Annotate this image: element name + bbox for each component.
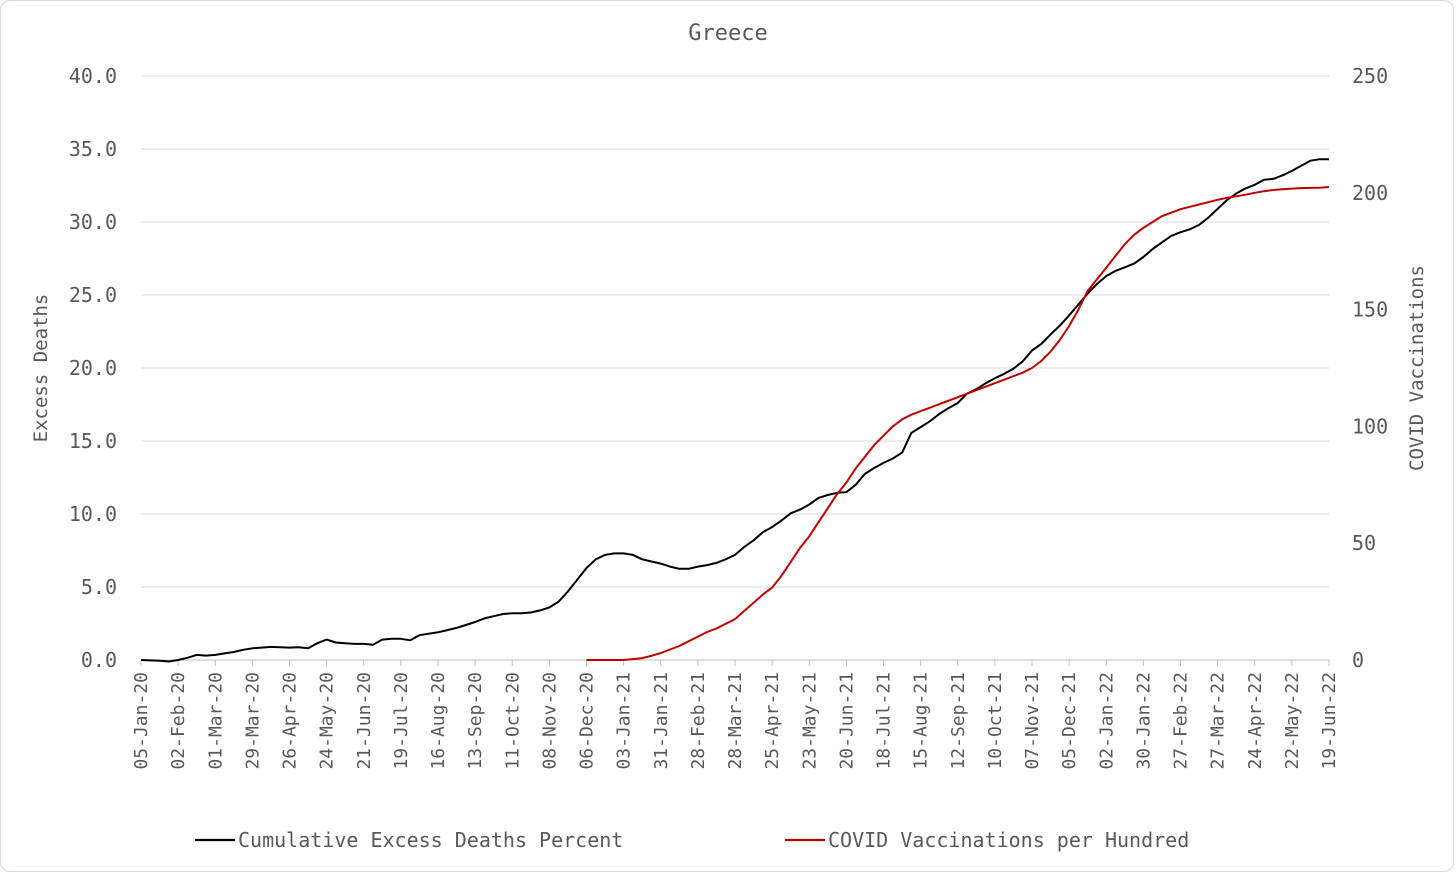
x-tick-label: 18-Jul-21 [874,672,895,770]
y-left-tick-label: 10.0 [69,502,117,526]
series-lines [140,158,1330,663]
x-tick-label: 28-Feb-21 [688,672,709,770]
y-left-tick-label: 40.0 [69,64,117,88]
x-tick-label: 02-Feb-20 [168,672,189,770]
x-tick-label: 19-Jun-22 [1319,672,1340,770]
gridlines [141,75,1329,588]
x-tick-label: 26-Apr-20 [280,672,301,770]
legend: Cumulative Excess Deaths Percent COVID V… [195,828,1189,852]
chart-title: Greece [688,21,767,46]
x-tick-label: 27-Feb-22 [1171,672,1192,770]
x-tick-label: 27-Mar-22 [1208,672,1229,770]
x-tick-label: 05-Dec-21 [1059,672,1080,770]
x-tick-label: 01-Mar-20 [205,672,226,770]
x-tick-label: 19-Jul-20 [391,672,412,770]
x-tick-label: 12-Sep-21 [948,672,969,770]
x-tick-label: 13-Sep-20 [465,672,486,770]
y-axis-right-title: COVID Vaccinations [1406,265,1428,471]
legend-label-vaccinations: COVID Vaccinations per Hundred [828,828,1189,852]
x-tick-label: 20-Jun-21 [836,672,857,770]
y-axis-left-title: Excess Deaths [30,294,52,443]
x-tick-label: 07-Nov-21 [1022,672,1043,770]
x-tick-label: 16-Aug-20 [428,672,449,770]
y-axis-left-ticks: 0.0 5.0 10.0 15.0 20.0 25.0 30.0 35.0 40.0 [69,64,117,672]
legend-label-excess-deaths: Cumulative Excess Deaths Percent [238,828,623,852]
y-right-tick-label: 200 [1352,181,1388,205]
x-tick-label: 28-Mar-21 [725,672,746,770]
x-tick-label: 15-Aug-21 [911,672,932,770]
x-tick-label: 23-May-21 [799,672,820,770]
x-tick-label: 22-May-22 [1282,672,1303,770]
x-tick-label: 05-Jan-20 [131,672,152,770]
x-tick-label: 21-Jun-20 [354,672,375,770]
x-tick-label: 11-Oct-20 [502,672,523,770]
x-tick-label: 06-Dec-20 [577,672,598,770]
y-axis-right-ticks: 0 50 100 150 200 250 [1352,64,1388,672]
y-right-tick-label: 150 [1352,298,1388,322]
x-tick-label: 24-May-20 [317,672,338,770]
x-tick-label: 25-Apr-21 [762,672,783,770]
x-tick-label: 03-Jan-21 [614,672,635,770]
y-left-tick-label: 5.0 [81,575,117,599]
x-tick-label: 02-Jan-22 [1096,672,1117,770]
y-right-tick-label: 50 [1352,531,1376,555]
y-left-tick-label: 30.0 [69,210,117,234]
series-line-vaccinations [586,186,1330,661]
x-axis: 05-Jan-20 02-Feb-20 01-Mar-20 29-Mar-20 26-A… [131,659,1340,770]
x-tick-label: 30-Jan-22 [1133,672,1154,770]
x-tick-label: 31-Jan-21 [651,672,672,770]
x-tick-label: 08-Nov-20 [539,672,560,770]
y-left-tick-label: 25.0 [69,283,117,307]
x-tick-label: 29-Mar-20 [242,672,263,770]
x-tick-label: 10-Oct-21 [985,672,1006,770]
y-left-tick-label: 0.0 [81,648,117,672]
y-right-tick-label: 250 [1352,64,1388,88]
y-left-tick-label: 15.0 [69,429,117,453]
y-right-tick-label: 100 [1352,414,1388,438]
x-tick-label: 24-Apr-22 [1245,672,1266,770]
series-line-excess-deaths [140,158,1329,663]
y-left-tick-label: 35.0 [69,137,117,161]
y-right-tick-label: 0 [1352,648,1364,672]
y-left-tick-label: 20.0 [69,356,117,380]
